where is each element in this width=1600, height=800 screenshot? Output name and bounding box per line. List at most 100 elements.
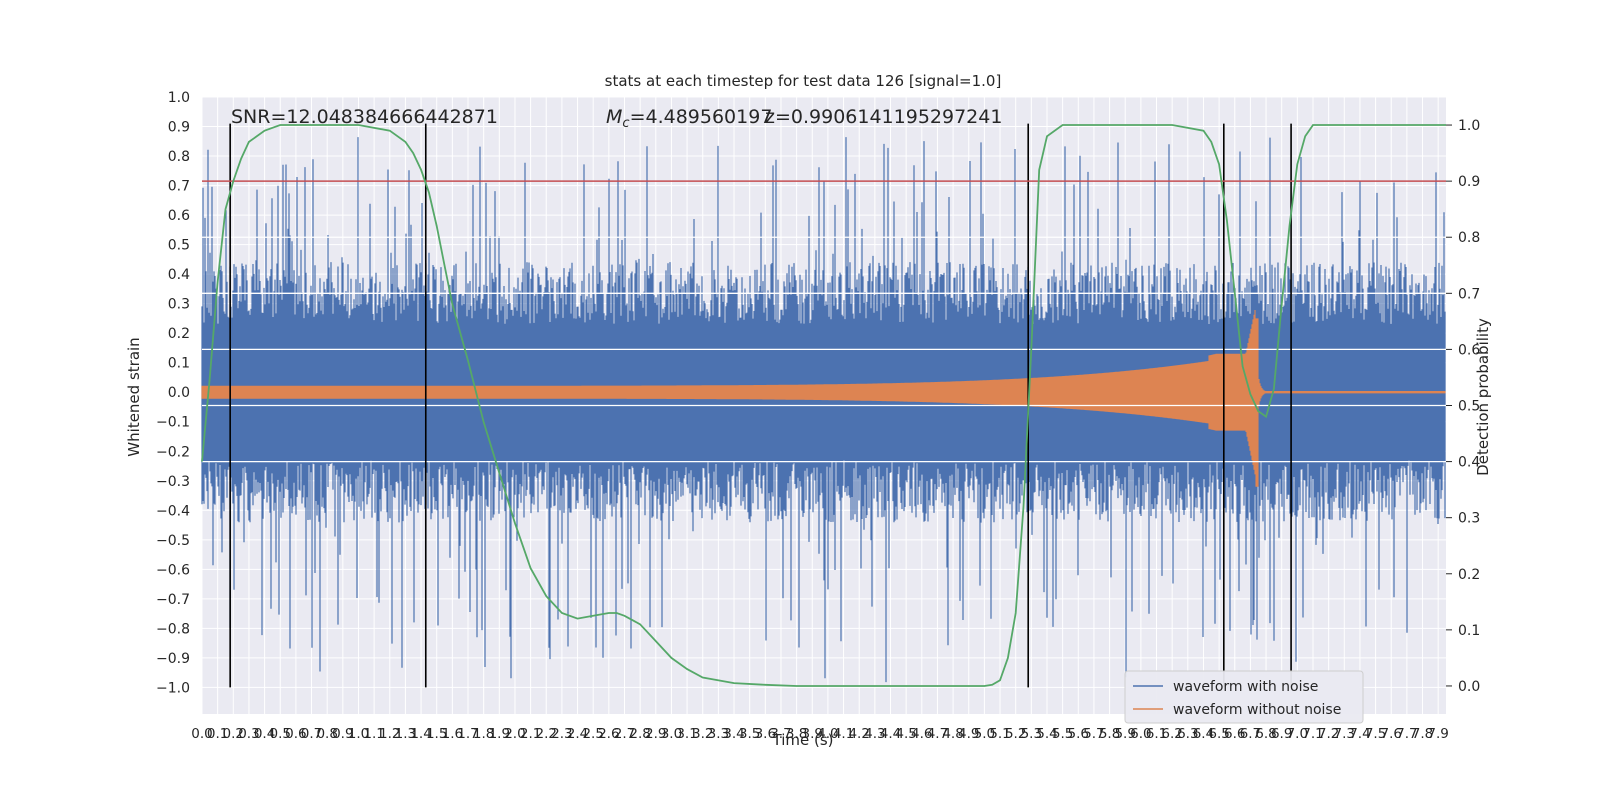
y-tick-label: −1.0 — [156, 680, 190, 696]
x-tick-label: 4.9 — [958, 726, 979, 742]
x-tick-label: 6.4 — [1193, 726, 1214, 742]
y-tick-label: 0.5 — [168, 238, 190, 254]
x-tick-label: 6.2 — [1161, 726, 1182, 742]
x-tick-label: 3.4 — [723, 726, 744, 742]
x-tick-label: 4.6 — [911, 726, 932, 742]
x-tick-label: 5.5 — [1052, 726, 1073, 742]
x-tick-label: 6.3 — [1177, 726, 1198, 742]
x-tick-label: 5.6 — [1068, 726, 1089, 742]
y2-tick-label: 0.5 — [1458, 399, 1480, 415]
x-tick-label: 1.4 — [410, 726, 431, 742]
legend-clean-label: waveform without noise — [1173, 702, 1341, 718]
y-tick-label: −0.7 — [156, 592, 190, 608]
x-tick-label: 0.3 — [238, 726, 259, 742]
x-tick-label: 0.9 — [332, 726, 353, 742]
y-tick-label: −0.8 — [156, 621, 190, 637]
x-tick-label: 5.4 — [1036, 726, 1057, 742]
x-tick-label: 7.8 — [1412, 726, 1433, 742]
y2-axis-label: Detection probability — [1474, 318, 1492, 476]
y-tick-label: 0.3 — [168, 297, 190, 313]
x-tick-label: 3.5 — [739, 726, 760, 742]
y-tick-label: −0.6 — [156, 562, 190, 578]
x-tick-label: 3.7 — [770, 726, 791, 742]
x-tick-label: 7.1 — [1302, 726, 1323, 742]
x-tick-label: 3.2 — [692, 726, 713, 742]
waveform-without-noise-series — [201, 310, 1446, 487]
x-tick-label: 0.7 — [301, 726, 322, 742]
x-tick-label: 5.7 — [1083, 726, 1104, 742]
x-tick-label: 7.5 — [1365, 726, 1386, 742]
clean-waveform-path — [201, 310, 1446, 487]
x-tick-label: 7.7 — [1396, 726, 1417, 742]
y2-tick-labels: 1.0 0.9 0.8 0.7 0.6 0.5 0.4 0.3 0.2 0.1 0.0 — [1446, 118, 1480, 695]
x-tick-label: 1.3 — [395, 726, 416, 742]
x-tick-label: 3.1 — [676, 726, 697, 742]
y2-tick-label: 1.0 — [1458, 118, 1480, 134]
y-tick-label: 0.7 — [168, 179, 190, 195]
x-tick-label: 2.0 — [504, 726, 525, 742]
x-axis-label: Time (s) — [772, 731, 834, 749]
y2-tick-label: 0.4 — [1458, 455, 1480, 471]
x-tick-label: 3.0 — [661, 726, 682, 742]
y2-tick-label: 0.6 — [1458, 342, 1480, 358]
x-tick-label: 6.7 — [1240, 726, 1261, 742]
x-tick-label: 5.9 — [1114, 726, 1135, 742]
y-tick-label: −0.5 — [156, 533, 190, 549]
x-tick-label: 1.7 — [457, 726, 478, 742]
y2-tick-label: 0.0 — [1458, 679, 1480, 695]
legend-noise-label: waveform with noise — [1173, 679, 1318, 695]
detection-probability-line — [201, 124, 1446, 687]
x-tick-label: 2.2 — [536, 726, 557, 742]
x-tick-label: 6.9 — [1271, 726, 1292, 742]
chart-title: stats at each timestep for test data 126… — [605, 72, 1002, 90]
x-tick-label: 6.1 — [1146, 726, 1167, 742]
y-tick-label: −0.9 — [156, 651, 190, 667]
y-tick-label: 0.0 — [168, 385, 190, 401]
x-tick-label: 5.8 — [1099, 726, 1120, 742]
x-tick-label: 2.9 — [645, 726, 666, 742]
x-tick-label: 5.3 — [1021, 726, 1042, 742]
x-tick-label: 6.5 — [1208, 726, 1229, 742]
y-tick-label: 0.2 — [168, 326, 190, 342]
x-tick-label: 4.8 — [942, 726, 963, 742]
x-tick-label: 4.1 — [833, 726, 854, 742]
x-tick-label: 5.0 — [974, 726, 995, 742]
y2-tick-label: 0.1 — [1458, 623, 1480, 639]
x-tick-label: 3.8 — [786, 726, 807, 742]
x-tick-label: 3.6 — [755, 726, 776, 742]
x-tick-label: 4.5 — [895, 726, 916, 742]
y-tick-label: 1.0 — [168, 90, 190, 106]
x-tick-label: 0.8 — [316, 726, 337, 742]
y2-tick-label: 0.3 — [1458, 511, 1480, 527]
x-tick-label: 2.7 — [614, 726, 635, 742]
x-tick-label: 2.6 — [598, 726, 619, 742]
y2-tick-label: 0.2 — [1458, 567, 1480, 583]
snr-annotation: SNR=12.048384666442871 — [231, 106, 498, 128]
x-tick-label: 1.1 — [363, 726, 384, 742]
mc-symbol: M — [606, 106, 622, 128]
detection-probability-series — [201, 124, 1446, 687]
white-guide-lines — [202, 236, 1446, 463]
y-tick-label: −0.3 — [156, 474, 190, 490]
x-tick-label: 7.2 — [1318, 726, 1339, 742]
y-tick-label: 0.6 — [168, 208, 190, 224]
mc-annotation: Mc=4.489560197 — [606, 106, 772, 131]
y2-tick-label: 0.7 — [1458, 286, 1480, 302]
x-tick-label: 7.0 — [1287, 726, 1308, 742]
x-tick-label: 0.2 — [223, 726, 244, 742]
x-tick-label: 1.9 — [489, 726, 510, 742]
x-tick-label: 4.3 — [864, 726, 885, 742]
x-tick-label: 2.4 — [567, 726, 588, 742]
y2-tick-label: 0.9 — [1458, 174, 1480, 190]
y-tick-labels: 1.0 0.9 0.8 0.7 0.6 0.5 0.4 0.3 0.2 0.1 0.0 −0.1 −0.… — [156, 90, 190, 696]
x-tick-label: 1.2 — [379, 726, 400, 742]
x-tick-label: 0.6 — [285, 726, 306, 742]
x-tick-label: 4.2 — [848, 726, 869, 742]
x-tick-label: 7.9 — [1427, 726, 1448, 742]
x-tick-label: 4.7 — [927, 726, 948, 742]
x-tick-label: 1.5 — [426, 726, 447, 742]
x-tick-label: 5.2 — [1005, 726, 1026, 742]
x-tick-label: 7.6 — [1380, 726, 1401, 742]
x-tick-label: 0.0 — [191, 726, 212, 742]
